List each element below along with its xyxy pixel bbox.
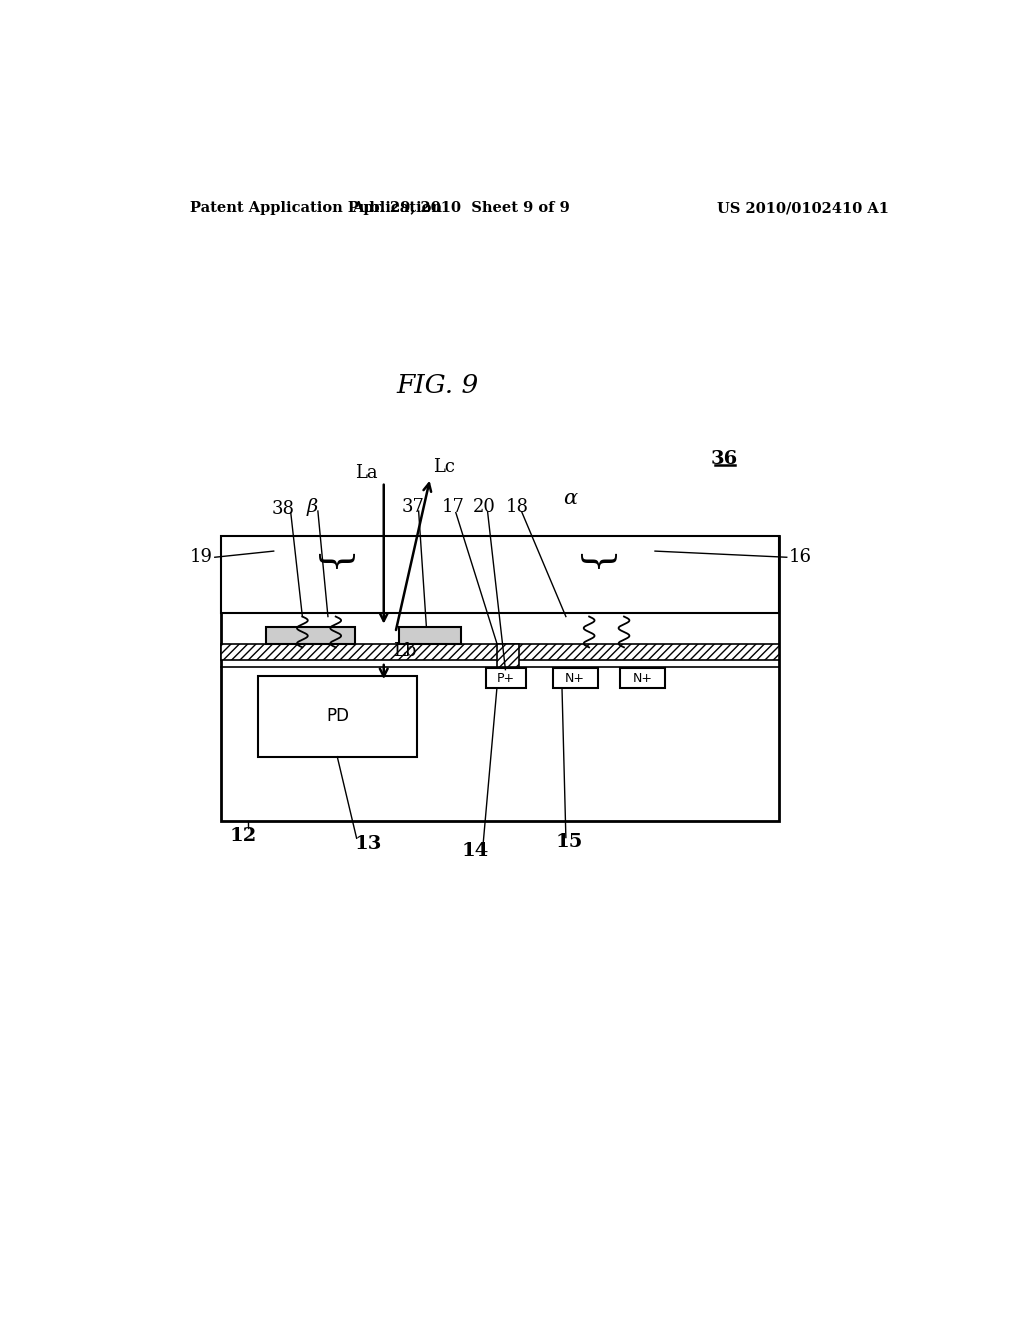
Text: }: }: [574, 552, 611, 577]
Bar: [221, 536, 779, 612]
Text: Lc: Lc: [433, 458, 456, 477]
Bar: [221, 644, 779, 660]
Bar: [621, 668, 665, 688]
Text: β: β: [307, 498, 318, 516]
Text: 17: 17: [442, 498, 465, 516]
Text: α: α: [562, 490, 577, 508]
Text: Patent Application Publication: Patent Application Publication: [190, 202, 442, 215]
Text: Apr. 29, 2010  Sheet 9 of 9: Apr. 29, 2010 Sheet 9 of 9: [352, 202, 570, 215]
Text: 15: 15: [556, 833, 584, 851]
Bar: [266, 627, 355, 644]
Text: US 2010/0102410 A1: US 2010/0102410 A1: [717, 202, 889, 215]
Text: }: }: [312, 552, 349, 577]
Text: 12: 12: [229, 828, 256, 845]
Bar: [399, 627, 461, 644]
Text: 37: 37: [401, 498, 425, 516]
Bar: [258, 676, 417, 756]
Text: P+: P+: [497, 672, 515, 685]
Text: 16: 16: [788, 548, 811, 566]
Text: La: La: [355, 463, 378, 482]
Text: Lb: Lb: [393, 643, 417, 660]
Text: 13: 13: [354, 834, 382, 853]
Bar: [497, 644, 518, 675]
Bar: [486, 668, 526, 688]
Text: 19: 19: [190, 548, 213, 566]
Text: FIG. 9: FIG. 9: [397, 374, 479, 399]
Text: 38: 38: [271, 500, 295, 517]
Text: N+: N+: [633, 672, 652, 685]
Bar: [221, 536, 779, 821]
Text: N+: N+: [565, 672, 585, 685]
Text: 18: 18: [506, 498, 528, 516]
Text: 14: 14: [462, 842, 488, 861]
Text: PD: PD: [326, 708, 349, 725]
Text: 36: 36: [711, 450, 738, 467]
Bar: [553, 668, 598, 688]
Text: 20: 20: [473, 498, 496, 516]
